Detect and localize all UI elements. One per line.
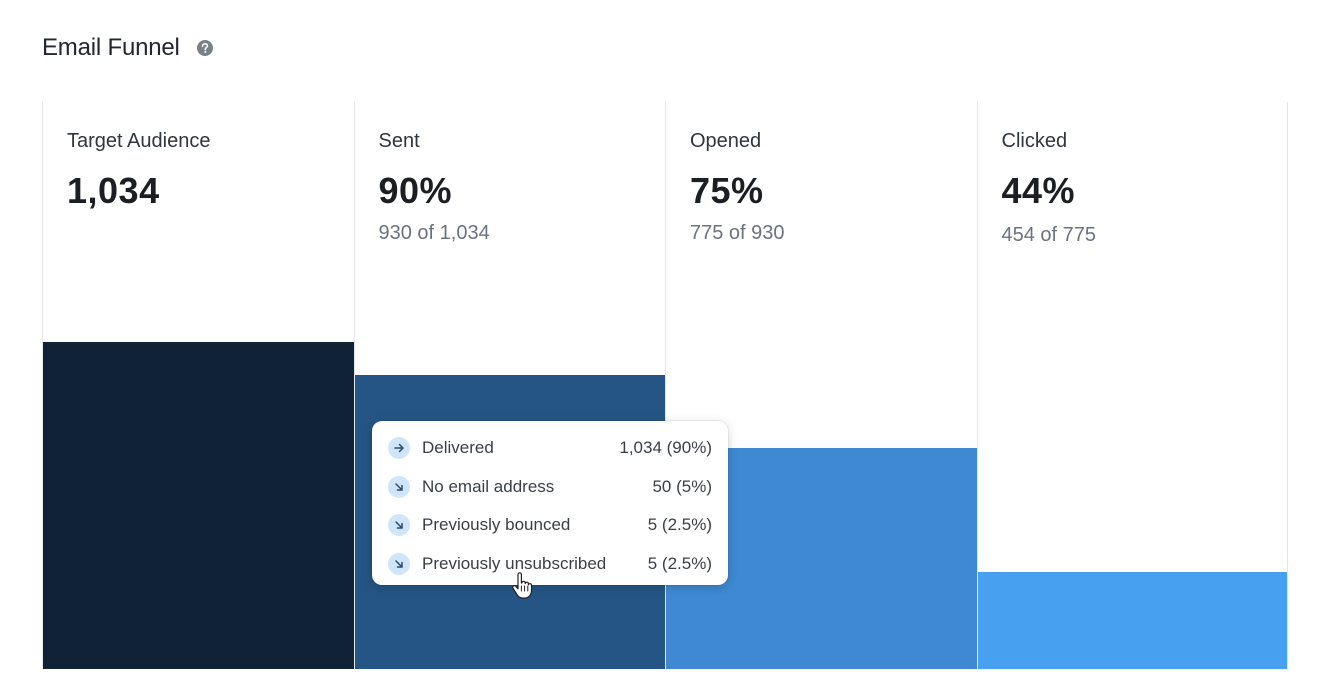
tooltip-row-label: Delivered	[422, 438, 494, 458]
tooltip-row-value: 50 (5%)	[652, 476, 712, 496]
arrow-down-right-icon	[388, 514, 410, 537]
tooltip-row-unsubscribed: Previously unsubscribed 5 (2.5%)	[388, 545, 712, 584]
tooltip-row-label: No email address	[422, 476, 555, 496]
tooltip-row-label: Previously bounced	[422, 515, 571, 535]
column-value: 1,034	[67, 170, 160, 211]
funnel-bar-target-audience[interactable]	[43, 342, 354, 669]
arrow-down-right-icon	[388, 475, 410, 498]
column-value: 75%	[690, 170, 764, 211]
column-subtext: 454 of 775	[1001, 224, 1097, 246]
tooltip-row-value: 1,034 (90%)	[619, 438, 712, 458]
arrow-down-right-icon	[388, 553, 410, 576]
tooltip-row-value: 5 (2.5%)	[647, 515, 712, 535]
funnel-bar-clicked[interactable]	[977, 571, 1287, 669]
sent-breakdown-tooltip: Delivered 1,034 (90%) No email address 5…	[372, 421, 728, 585]
column-value: 44%	[1001, 170, 1076, 211]
funnel-column-clicked[interactable]: Clicked 44% 454 of 775	[976, 102, 1288, 669]
tooltip-row-value: 5 (2.5%)	[647, 554, 712, 574]
column-label: Clicked	[1001, 130, 1068, 152]
tooltip-row-no-email: No email address 50 (5%)	[388, 468, 712, 507]
tooltip-row-label: Previously unsubscribed	[422, 554, 607, 574]
column-label: Sent	[378, 130, 420, 152]
column-subtext: 930 of 1,034	[378, 222, 490, 244]
column-subtext: 775 of 930	[690, 222, 785, 244]
column-label: Opened	[690, 130, 762, 152]
page-title: Email Funnel	[42, 34, 180, 61]
arrow-right-icon	[388, 437, 410, 460]
tooltip-row-bounced: Previously bounced 5 (2.5%)	[388, 506, 712, 545]
hand-pointer-icon	[510, 572, 534, 600]
column-label: Target Audience	[67, 130, 211, 152]
tooltip-row-delivered: Delivered 1,034 (90%)	[388, 429, 712, 468]
help-circle-icon[interactable]	[196, 39, 214, 57]
funnel-header: Email Funnel	[42, 34, 214, 62]
funnel-column-target-audience[interactable]: Target Audience 1,034	[42, 102, 354, 669]
column-value: 90%	[378, 170, 453, 211]
